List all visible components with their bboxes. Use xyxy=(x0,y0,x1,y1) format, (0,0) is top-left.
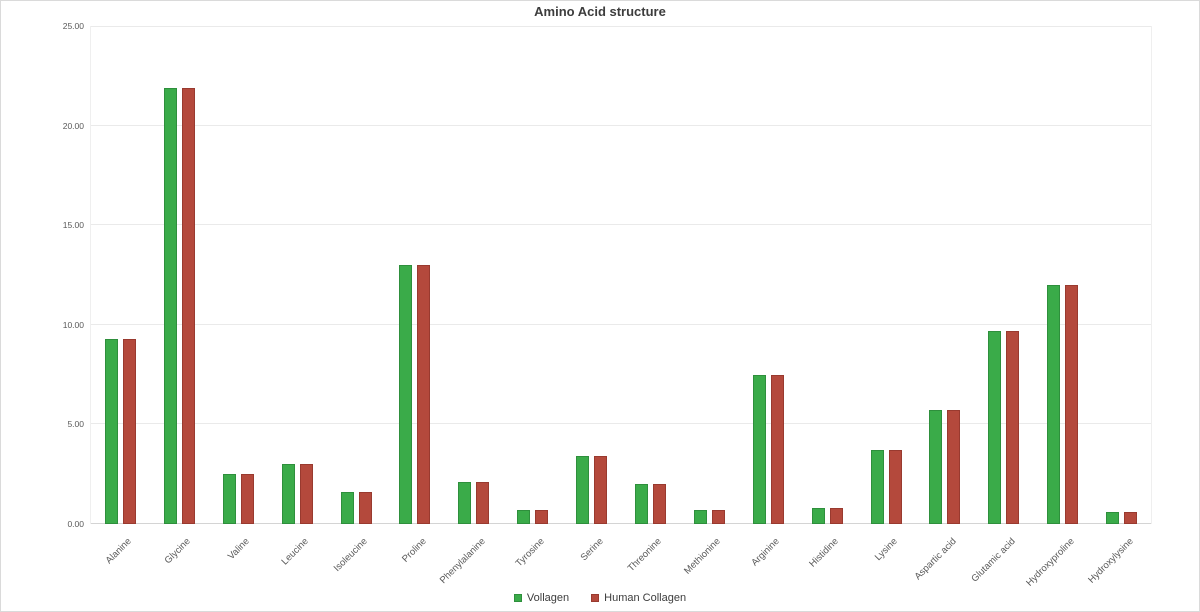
bar-human-collagen xyxy=(535,510,549,524)
legend-swatch-vollagen-icon xyxy=(513,594,522,602)
y-axis-tick-label: 20.00 xyxy=(62,120,84,131)
bar-vollagen xyxy=(1106,512,1120,524)
bar-vollagen xyxy=(517,510,531,524)
bar-vollagen xyxy=(752,374,766,524)
bar-vollagen xyxy=(576,456,590,524)
bar-human-collagen xyxy=(829,508,843,524)
y-axis-tick-label: 5.00 xyxy=(67,419,84,430)
bar-human-collagen xyxy=(947,410,961,524)
bar-vollagen xyxy=(163,87,177,524)
bar-human-collagen xyxy=(652,484,666,524)
bar-vollagen xyxy=(634,484,648,524)
legend-item-human-collagen: Human Collagen xyxy=(591,592,686,604)
bar-vollagen xyxy=(458,482,472,524)
y-gridline xyxy=(91,423,1151,424)
y-gridline xyxy=(91,125,1151,126)
bar-human-collagen xyxy=(240,474,254,524)
y-axis-tick-label: 15.00 xyxy=(62,220,84,231)
bar-vollagen xyxy=(870,450,884,524)
legend-label-vollagen: Vollagen xyxy=(526,592,570,604)
plot-area: 0.00 5.00 10.00 15.00 20.00 25.00 Alanine Glyci… xyxy=(63,21,1152,589)
bar-vollagen xyxy=(811,508,825,524)
bar-human-collagen xyxy=(181,87,195,524)
bar-human-collagen xyxy=(122,338,136,524)
x-axis-line xyxy=(91,523,1151,524)
bar-vollagen xyxy=(929,410,943,524)
bar-human-collagen xyxy=(417,265,431,524)
bar-human-collagen xyxy=(299,464,313,524)
bar-human-collagen xyxy=(1065,284,1079,524)
legend-label-human-collagen: Human Collagen xyxy=(604,592,687,604)
bar-human-collagen xyxy=(358,492,372,524)
legend-item-vollagen: Vollagen xyxy=(513,592,570,604)
bar-vollagen xyxy=(281,464,295,524)
legend-swatch-human-collagen-icon xyxy=(591,594,600,602)
bar-human-collagen xyxy=(1006,330,1020,524)
bar-vollagen xyxy=(399,265,413,524)
y-gridline xyxy=(91,324,1151,325)
y-axis-tick-label: 10.00 xyxy=(62,319,84,330)
y-axis-tick-label: 25.00 xyxy=(62,21,84,31)
bar-human-collagen xyxy=(594,456,608,524)
bar-human-collagen xyxy=(476,482,490,524)
bar-human-collagen xyxy=(770,374,784,524)
bar-human-collagen xyxy=(888,450,902,524)
bar-vollagen xyxy=(693,510,707,524)
bar-vollagen xyxy=(988,330,1002,524)
bar-human-collagen xyxy=(711,510,725,524)
bar-vollagen xyxy=(222,474,236,524)
bar-human-collagen xyxy=(1124,512,1138,524)
y-gridline xyxy=(91,26,1151,27)
y-axis-tick-label: 0.00 xyxy=(67,519,84,529)
y-gridline xyxy=(91,224,1151,225)
legend: Vollagen Human Collagen xyxy=(1,592,1199,604)
chart-title: Amino Acid structure xyxy=(534,4,666,19)
bar-vollagen xyxy=(340,492,354,524)
bar-vollagen xyxy=(1047,284,1061,524)
bar-vollagen xyxy=(104,338,118,524)
